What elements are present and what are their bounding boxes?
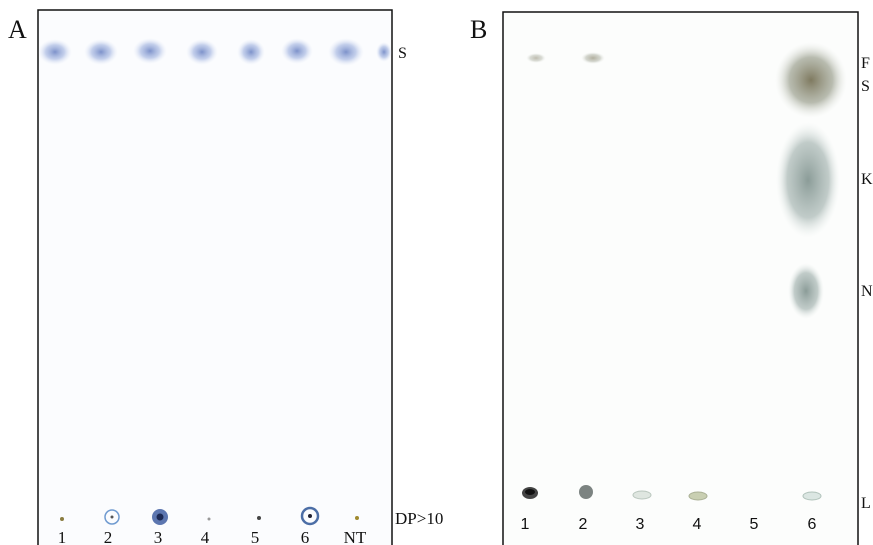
marker-label: L [861,495,871,512]
lane-label: 3 [154,528,163,545]
lane-label: 6 [808,516,817,533]
spot [776,122,840,238]
panel-label: B [470,15,487,44]
lane-label: 1 [521,516,530,533]
marker-label: S [861,78,870,95]
lane-label: 5 [750,516,759,533]
marker-labels: FS K N L [861,55,873,512]
lane-label: 4 [693,516,702,533]
spot [775,42,847,118]
lane-label: NT [344,528,367,545]
lane-label: 2 [579,516,588,533]
lane-label: 6 [301,528,310,545]
marker-label: K [861,171,873,188]
lane-label: 3 [636,516,645,533]
lane-label: 1 [58,528,67,545]
lane-label: 2 [104,528,113,545]
lane-label: 5 [251,528,260,545]
marker-label: F [861,55,870,72]
lane-labels: 1 2 3 4 5 6 NT [58,528,367,545]
panel-b: B 1 2 3 4 5 6 FS K N L [470,11,873,545]
spot [788,263,824,319]
panel-label: A [8,15,27,44]
lane-labels: 1 2 3 4 5 6 [521,516,817,533]
marker-label: S [398,45,407,62]
panel-a: A 1 2 3 4 5 6 NT S DP>10 [8,9,443,545]
marker-label: N [861,283,873,300]
marker-label: DP>10 [395,509,443,528]
solvent-front-spots [38,38,392,66]
plate [37,9,393,545]
origin-spots [60,506,359,526]
lane-label: 4 [201,528,210,545]
